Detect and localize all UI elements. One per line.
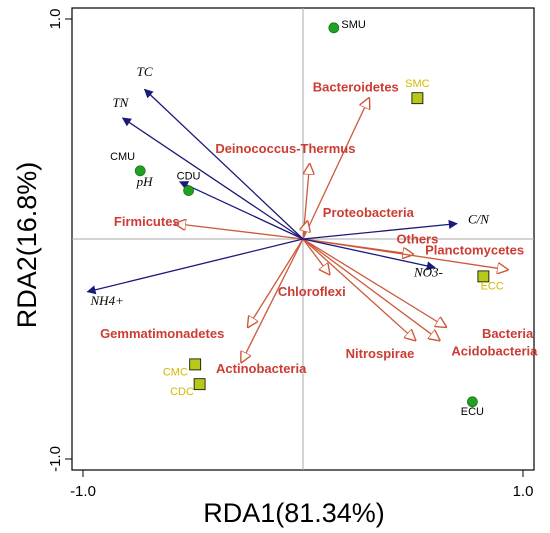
x-tick-label: -1.0 — [70, 483, 96, 500]
site-point-cdu — [183, 185, 195, 197]
species-label-proteobacteria: Proteobacteria — [323, 205, 415, 220]
x-axis-title: RDA1(81.34%) — [203, 498, 385, 528]
species-arrow-firmicutes — [175, 224, 304, 240]
x-tick-label: 1.0 — [513, 483, 534, 500]
site-point-cmu — [134, 165, 146, 177]
env-label-c-n: C/N — [468, 212, 490, 227]
y-tick-label: 1.0 — [47, 9, 64, 30]
species-arrow-acidobacteria — [302, 238, 439, 340]
species-label-firmicutes: Firmicutes — [114, 214, 180, 229]
species-arrow-actinobacteria — [241, 238, 304, 362]
species-arrow-bacteria — [302, 238, 446, 327]
species-arrow-gemmatimonadetes — [248, 238, 304, 327]
species-label-nitrospirae: Nitrospirae — [346, 346, 415, 361]
env-label-tc: TC — [137, 64, 153, 79]
species-label-gemmatimonadetes: Gemmatimonadetes — [100, 326, 224, 341]
env-label-no3: NO3- — [413, 264, 443, 279]
species-label-bacteroidetes: Bacteroidetes — [313, 80, 399, 95]
env-label-tn: TN — [112, 95, 129, 110]
species-label-chloroflexi: Chloroflexi — [278, 284, 346, 299]
site-label-cmu: CMU — [110, 151, 135, 163]
axis-ticks: -1.0 1.0 1.0 -1.0 — [47, 9, 533, 500]
site-point-ecu — [466, 396, 478, 408]
site-point-cmc — [189, 358, 202, 371]
species-arrow-nitrospirae — [302, 238, 415, 340]
site-point-cdc — [193, 378, 206, 391]
site-label-ecc: ECC — [481, 281, 504, 293]
env-arrow-tc — [143, 88, 304, 240]
site-point-smc — [411, 92, 424, 105]
site-label-ecu: ECU — [461, 406, 484, 418]
site-label-cmc: CMC — [163, 366, 188, 378]
species-arrow-bacteroidetes — [302, 98, 369, 240]
env-label-nh4: NH4+ — [90, 293, 124, 308]
species-arrow-proteobacteria — [303, 221, 307, 240]
species-arrow-planctomycetes — [302, 238, 508, 270]
site-points: SMU SMC CMU CDU ECC CMC CDC ECU — [110, 19, 504, 418]
species-label-actinobacteria: Actinobacteria — [216, 361, 307, 376]
env-arrow-no3 — [302, 238, 436, 271]
species-label-deinococcus-thermus: Deinococcus-Thermus — [215, 141, 355, 156]
environment-arrows: TC TN pH C/N NO3- NH4+ — [86, 64, 490, 308]
site-label-cdu: CDU — [177, 171, 201, 183]
species-label-acidobacteria: Acidobacteria — [451, 344, 538, 359]
site-point-ecc — [477, 270, 490, 283]
env-label-ph: pH — [136, 174, 154, 189]
env-arrow-tn — [121, 117, 304, 240]
species-label-bacteria: Bacteria — [482, 326, 534, 341]
site-label-cdc: CDC — [170, 386, 194, 398]
species-label-others: Others — [396, 231, 438, 246]
y-tick-label: -1.0 — [47, 446, 64, 472]
site-point-smu — [328, 22, 340, 34]
species-arrow-chloroflexi — [302, 238, 329, 274]
site-label-smu: SMU — [341, 19, 366, 31]
species-label-planctomycetes: Planctomycetes — [425, 242, 524, 257]
species-arrows: Bacteroidetes Deinococcus-Thermus Proteoba… — [100, 80, 538, 377]
site-label-smc: SMC — [405, 78, 430, 90]
env-arrow-ph — [178, 181, 304, 240]
env-arrow-c-n — [302, 219, 458, 240]
env-arrow-nh4 — [86, 238, 304, 295]
y-axis-title: RDA2(16.8%) — [12, 162, 42, 329]
